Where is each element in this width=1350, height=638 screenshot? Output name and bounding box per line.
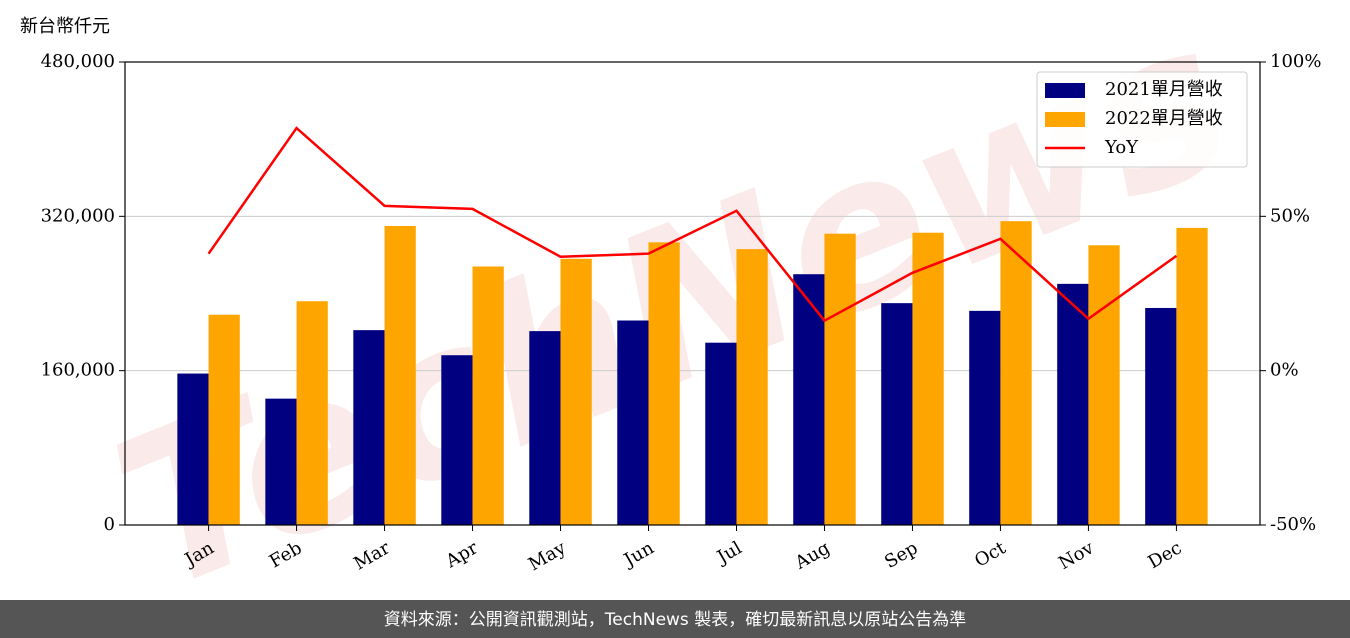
y2-tick-label: 0% bbox=[1270, 360, 1299, 381]
y-tick-label: 320,000 bbox=[41, 205, 115, 226]
bar bbox=[912, 232, 944, 525]
y2-tick-label: 100% bbox=[1270, 51, 1321, 72]
x-tick-label: Dec bbox=[1144, 537, 1185, 573]
bar bbox=[384, 225, 416, 525]
y2-tick-label: 50% bbox=[1270, 205, 1310, 226]
legend-box bbox=[1036, 71, 1248, 168]
bar bbox=[824, 233, 856, 525]
y2-tick-label: -50% bbox=[1270, 514, 1316, 535]
bar bbox=[1057, 283, 1089, 525]
x-tick-label: Aug bbox=[791, 537, 834, 574]
footer-bar bbox=[0, 600, 1350, 638]
bar bbox=[353, 330, 385, 525]
bar bbox=[969, 310, 1001, 525]
x-tick-label: Jun bbox=[619, 537, 658, 572]
x-tick-label: Jul bbox=[712, 537, 746, 569]
bar bbox=[1000, 221, 1032, 525]
bar bbox=[441, 355, 473, 525]
legend-label: YoY bbox=[1104, 137, 1139, 158]
bar bbox=[617, 320, 649, 525]
bar bbox=[472, 266, 504, 525]
y-tick-label: 480,000 bbox=[41, 51, 115, 72]
legend-label: 2022單月營收 bbox=[1105, 108, 1223, 129]
bar bbox=[793, 274, 825, 525]
bar bbox=[560, 258, 592, 525]
x-tick-label: Nov bbox=[1055, 537, 1098, 574]
bar bbox=[1145, 307, 1177, 525]
bar bbox=[648, 242, 680, 526]
bar bbox=[881, 303, 913, 525]
x-tick-label: Apr bbox=[441, 537, 481, 572]
y-axis-label: 新台幣仟元 bbox=[20, 16, 110, 37]
legend-swatch bbox=[1045, 112, 1085, 127]
source-note: 資料來源：公開資訊觀測站，TechNews 製表，確切最新訊息以原站公告為準 bbox=[384, 610, 966, 630]
bar bbox=[265, 398, 297, 525]
bar bbox=[208, 314, 240, 525]
bar bbox=[177, 373, 209, 525]
bar bbox=[736, 249, 768, 526]
legend-label: 2021單月營收 bbox=[1105, 79, 1223, 100]
plot-frame bbox=[124, 61, 1261, 526]
bar bbox=[1088, 245, 1120, 526]
bar bbox=[296, 301, 328, 525]
x-tick-label: May bbox=[525, 537, 570, 575]
bar bbox=[705, 342, 737, 525]
line bbox=[207, 126, 1178, 323]
y-tick-label: 160,000 bbox=[41, 360, 115, 381]
bar bbox=[529, 331, 561, 525]
legend-swatch bbox=[1045, 83, 1085, 98]
x-tick-label: Sep bbox=[881, 537, 921, 572]
y-tick-label: 0 bbox=[104, 514, 115, 535]
bar bbox=[1176, 227, 1208, 526]
x-tick-label: Oct bbox=[971, 537, 1010, 572]
